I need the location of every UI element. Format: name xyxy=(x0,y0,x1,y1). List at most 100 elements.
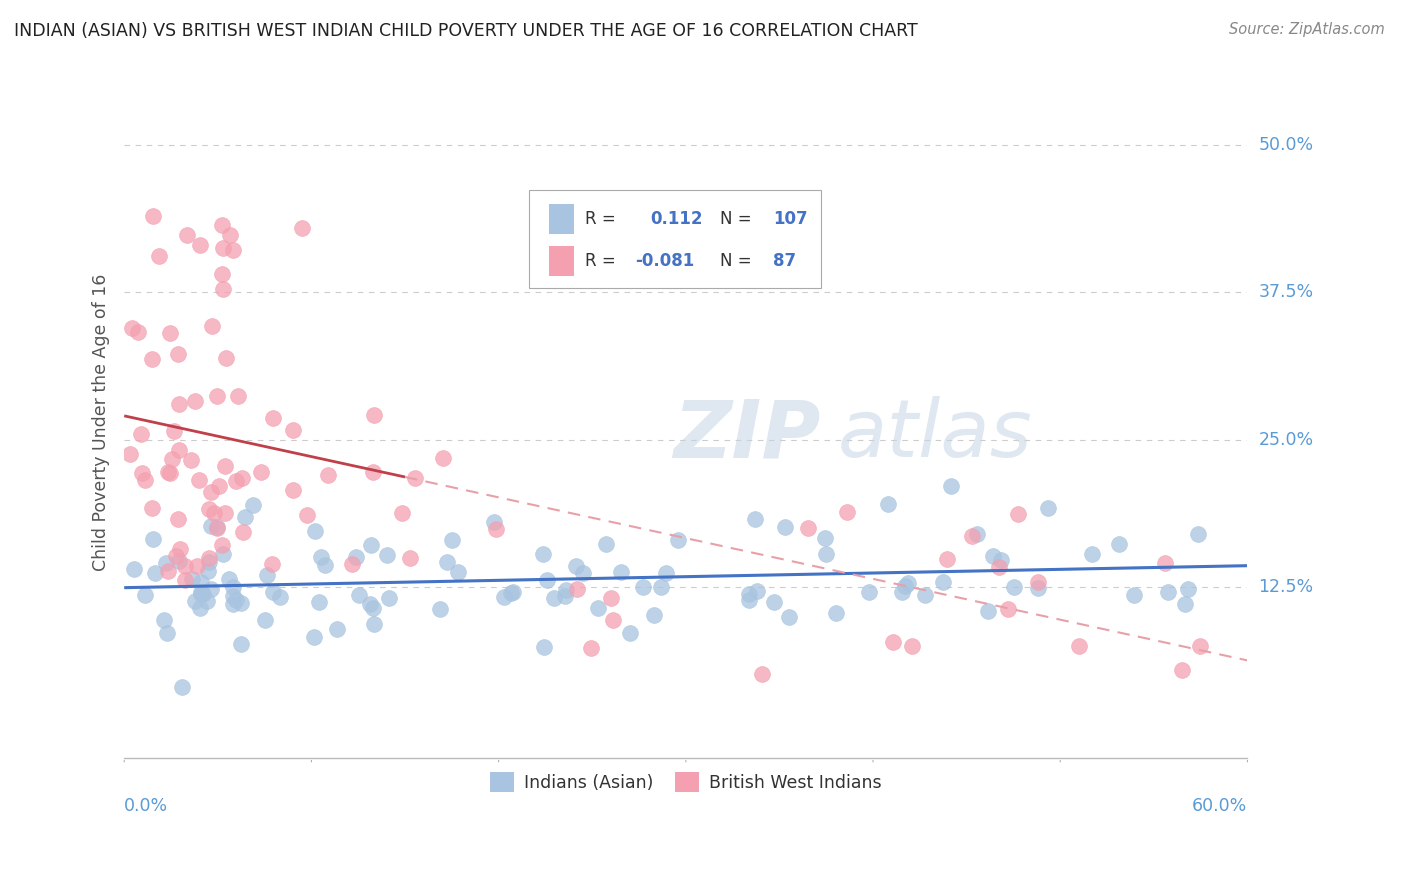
Point xyxy=(404,471,426,485)
Point xyxy=(143,566,166,580)
Point xyxy=(531,548,554,562)
Point xyxy=(141,533,163,547)
Point xyxy=(349,588,371,602)
Point xyxy=(543,591,565,605)
Point xyxy=(184,594,207,608)
Point xyxy=(254,613,277,627)
Point xyxy=(167,396,190,410)
Text: Source: ZipAtlas.com: Source: ZipAtlas.com xyxy=(1229,22,1385,37)
Point xyxy=(633,580,655,594)
Point xyxy=(181,572,204,586)
Point xyxy=(429,602,451,616)
Point xyxy=(211,283,233,297)
FancyBboxPatch shape xyxy=(548,204,574,235)
Point xyxy=(141,351,163,366)
Point xyxy=(205,520,228,534)
Point xyxy=(824,607,846,621)
Point xyxy=(814,547,837,561)
Point xyxy=(897,575,920,590)
Point xyxy=(197,555,219,569)
Point xyxy=(215,351,238,366)
Point xyxy=(1007,507,1029,521)
Point xyxy=(162,451,184,466)
Point xyxy=(932,574,955,589)
Point xyxy=(391,506,413,520)
Point xyxy=(340,557,363,571)
Point xyxy=(1174,597,1197,611)
Point xyxy=(176,228,198,243)
Point xyxy=(745,584,768,599)
Point xyxy=(260,557,283,571)
Point xyxy=(190,584,212,599)
Point xyxy=(166,347,188,361)
Point xyxy=(169,542,191,557)
Point xyxy=(159,466,181,480)
Point xyxy=(1153,557,1175,571)
Point xyxy=(565,559,588,574)
Point xyxy=(744,511,766,525)
Point xyxy=(127,325,149,339)
Text: 37.5%: 37.5% xyxy=(1258,284,1313,301)
Point xyxy=(208,479,231,493)
Point xyxy=(225,592,247,607)
Point xyxy=(536,573,558,587)
Point xyxy=(180,453,202,467)
Point xyxy=(773,520,796,534)
Point xyxy=(654,566,676,580)
Point xyxy=(200,582,222,596)
Point xyxy=(1177,582,1199,596)
Point xyxy=(1069,640,1091,654)
Point xyxy=(121,321,143,335)
Point xyxy=(1038,501,1060,516)
Point xyxy=(316,467,339,482)
Point xyxy=(533,640,555,654)
Point xyxy=(966,526,988,541)
Point xyxy=(207,389,229,403)
Point xyxy=(482,516,505,530)
Point xyxy=(262,585,284,599)
Point xyxy=(190,587,212,601)
Point xyxy=(269,590,291,604)
Point xyxy=(186,559,208,574)
Point xyxy=(738,587,761,601)
Point xyxy=(222,244,245,258)
Point xyxy=(141,500,163,515)
Point xyxy=(1081,548,1104,562)
Point xyxy=(399,551,422,566)
Point xyxy=(231,471,253,485)
Point xyxy=(361,601,384,615)
Point xyxy=(360,538,382,552)
Point xyxy=(193,587,215,601)
Point xyxy=(188,237,211,252)
Point xyxy=(173,558,195,573)
Point xyxy=(502,585,524,599)
Legend: Indians (Asian), British West Indians: Indians (Asian), British West Indians xyxy=(482,765,889,799)
Point xyxy=(901,639,924,653)
Point xyxy=(214,506,236,520)
Point xyxy=(157,564,180,578)
Point xyxy=(184,394,207,409)
Point xyxy=(148,249,170,263)
Text: R =: R = xyxy=(585,211,616,228)
Point xyxy=(882,635,904,649)
Point xyxy=(197,594,219,608)
Point xyxy=(131,467,153,481)
Point xyxy=(1123,588,1146,602)
Point xyxy=(124,561,146,575)
Point xyxy=(212,241,235,255)
Point xyxy=(1026,574,1049,589)
Point xyxy=(166,512,188,526)
Point xyxy=(188,473,211,487)
Point xyxy=(436,555,458,569)
Point xyxy=(129,426,152,441)
Point xyxy=(221,580,243,594)
Point xyxy=(211,537,233,551)
Point xyxy=(1108,537,1130,551)
Point xyxy=(200,519,222,533)
Text: N =: N = xyxy=(720,252,751,270)
Point xyxy=(432,451,454,466)
Point xyxy=(572,566,595,581)
Point xyxy=(211,218,233,232)
Point xyxy=(914,588,936,602)
Point xyxy=(232,524,254,539)
